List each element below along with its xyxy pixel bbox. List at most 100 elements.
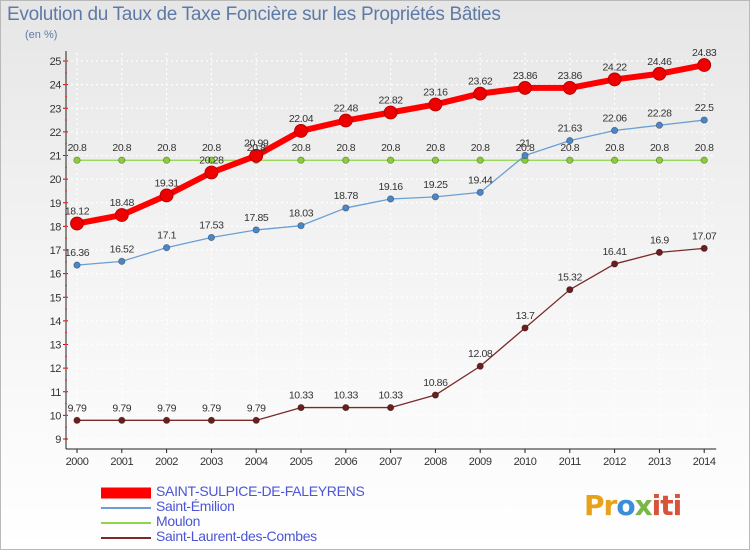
data-point-moulon bbox=[207, 156, 215, 164]
x-tick-label: 2009 bbox=[469, 456, 492, 468]
y-tick-label: 21 bbox=[50, 151, 62, 163]
data-point-saint-laurent bbox=[163, 416, 171, 424]
y-tick-label: 24 bbox=[50, 80, 62, 92]
y-tick-label: 14 bbox=[50, 316, 62, 328]
data-point-saint-sulpice bbox=[518, 81, 532, 95]
x-tick-label: 2007 bbox=[379, 456, 402, 468]
data-point-saint-emilion bbox=[566, 137, 574, 145]
data-point-saint-emilion bbox=[297, 222, 305, 230]
data-point-saint-emilion bbox=[207, 233, 215, 242]
series-saint-laurent bbox=[73, 244, 708, 424]
data-label-moulon: 20.8 bbox=[336, 142, 355, 154]
data-point-saint-laurent bbox=[700, 244, 708, 252]
data-label-saint-sulpice: 23.86 bbox=[558, 70, 583, 82]
data-label-saint-sulpice: 23.86 bbox=[513, 70, 538, 82]
x-tick-label: 2006 bbox=[334, 456, 357, 468]
data-label-saint-laurent: 16.9 bbox=[650, 234, 669, 246]
data-label-moulon: 20.8 bbox=[605, 142, 624, 154]
data-label-moulon: 20.8 bbox=[68, 142, 87, 154]
y-tick-label: 12 bbox=[50, 363, 62, 375]
y-tick-label: 23 bbox=[50, 103, 62, 115]
data-label-saint-sulpice: 24.22 bbox=[602, 61, 627, 73]
data-point-saint-sulpice bbox=[338, 113, 353, 128]
y-tick-label: 16 bbox=[50, 269, 62, 281]
series-saint-emilion bbox=[73, 116, 708, 269]
data-point-saint-laurent bbox=[476, 362, 484, 370]
data-label-saint-laurent: 17.07 bbox=[692, 230, 717, 242]
data-label-saint-laurent: 9.79 bbox=[247, 402, 266, 414]
x-tick-label: 2013 bbox=[648, 456, 671, 468]
data-point-saint-sulpice bbox=[159, 188, 174, 203]
data-point-saint-emilion bbox=[342, 204, 350, 212]
data-label-moulon: 20.8 bbox=[112, 142, 131, 154]
x-tick-label: 2011 bbox=[559, 456, 581, 468]
x-tick-label: 2012 bbox=[603, 456, 626, 468]
data-point-moulon bbox=[297, 156, 305, 164]
data-label-moulon: 20.8 bbox=[381, 142, 400, 154]
data-label-moulon: 20.8 bbox=[560, 142, 579, 154]
data-point-saint-sulpice bbox=[249, 148, 264, 163]
data-label-saint-sulpice: 24.46 bbox=[647, 56, 672, 68]
y-tick-label: 19 bbox=[50, 198, 62, 210]
data-point-saint-emilion bbox=[163, 244, 171, 252]
x-tick-label: 2004 bbox=[245, 456, 268, 468]
data-label-saint-sulpice: 24.83 bbox=[692, 47, 717, 59]
legend-label-moulon: Moulon bbox=[156, 513, 201, 529]
x-tick-label: 2003 bbox=[200, 456, 223, 468]
data-point-saint-sulpice bbox=[383, 105, 398, 120]
data-point-saint-laurent bbox=[73, 416, 81, 424]
y-tick-label: 10 bbox=[50, 410, 62, 422]
legend-label-saint-emilion: Saint-Émilion bbox=[156, 498, 235, 514]
legend-label-saint-laurent: Saint-Laurent-des-Combes bbox=[156, 528, 317, 544]
data-label-saint-sulpice: 22.04 bbox=[289, 113, 314, 125]
data-label-saint-laurent: 9.79 bbox=[202, 402, 221, 414]
data-point-moulon bbox=[566, 156, 574, 164]
data-label-moulon: 20.8 bbox=[650, 142, 669, 154]
y-tick-label: 9 bbox=[55, 434, 61, 446]
data-point-saint-emilion bbox=[700, 116, 708, 124]
data-label-moulon: 20.8 bbox=[247, 142, 266, 154]
data-label-saint-emilion: 16.52 bbox=[110, 243, 135, 255]
data-label-saint-emilion: 22.28 bbox=[647, 107, 672, 119]
data-point-saint-laurent bbox=[207, 416, 215, 424]
data-point-saint-sulpice bbox=[70, 216, 84, 231]
data-label-moulon: 20.8 bbox=[292, 142, 311, 154]
chart-title: Evolution du Taux de Taxe Foncière sur l… bbox=[7, 4, 501, 25]
y-tick-label: 20 bbox=[50, 174, 62, 186]
data-label-saint-laurent: 16.41 bbox=[602, 246, 627, 258]
data-point-saint-sulpice bbox=[607, 72, 622, 87]
data-label-saint-laurent: 9.79 bbox=[112, 402, 131, 414]
data-point-moulon bbox=[610, 156, 619, 164]
x-tick-label: 2002 bbox=[155, 456, 178, 468]
data-point-saint-sulpice bbox=[473, 86, 488, 101]
data-label-saint-sulpice: 19.31 bbox=[154, 177, 179, 189]
data-point-moulon bbox=[163, 156, 171, 164]
data-label-saint-laurent: 10.33 bbox=[334, 390, 359, 402]
legend-swatch-saint-laurent bbox=[101, 536, 151, 539]
grid bbox=[66, 53, 715, 449]
data-label-saint-sulpice: 20.99 bbox=[244, 138, 269, 150]
data-label-saint-sulpice: 22.82 bbox=[378, 95, 403, 107]
data-point-saint-sulpice bbox=[697, 58, 712, 72]
data-point-moulon bbox=[476, 156, 484, 164]
data-point-saint-emilion bbox=[476, 188, 484, 196]
data-point-saint-laurent bbox=[655, 248, 664, 256]
data-label-moulon: 20.8 bbox=[516, 142, 535, 154]
data-point-moulon bbox=[386, 156, 395, 164]
data-point-saint-sulpice bbox=[652, 66, 667, 81]
data-point-saint-laurent bbox=[118, 416, 126, 424]
y-tick-label: 15 bbox=[50, 292, 62, 304]
y-tick-label: 17 bbox=[50, 245, 62, 257]
series-moulon bbox=[73, 156, 708, 164]
series-saint-sulpice bbox=[70, 58, 712, 231]
x-tick-label: 2005 bbox=[290, 456, 313, 468]
data-point-saint-laurent bbox=[566, 286, 574, 294]
data-point-saint-laurent bbox=[342, 403, 350, 412]
data-label-saint-laurent: 10.33 bbox=[378, 390, 403, 402]
data-label-saint-emilion: 21 bbox=[520, 138, 531, 150]
data-point-saint-laurent bbox=[252, 416, 260, 424]
data-label-saint-sulpice: 23.16 bbox=[423, 86, 448, 98]
data-point-moulon bbox=[700, 156, 708, 164]
